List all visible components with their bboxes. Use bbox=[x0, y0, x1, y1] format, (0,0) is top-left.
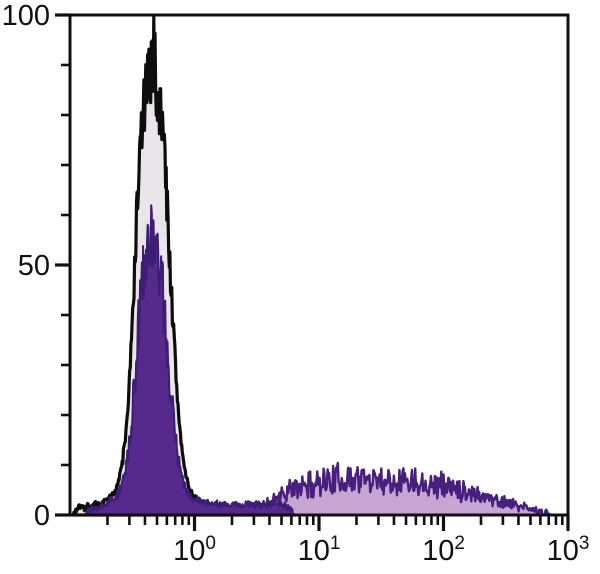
y-tick-label: 50 bbox=[18, 250, 50, 282]
x-tick-label: 102 bbox=[422, 533, 465, 567]
series-layer bbox=[71, 15, 552, 517]
stained-positive-population bbox=[249, 461, 552, 517]
x-tick-label: 100 bbox=[173, 533, 216, 567]
label-layer: 100 50 0 100 101 102 103 bbox=[2, 0, 590, 567]
isotype-control-histogram bbox=[71, 15, 298, 517]
y-tick-label: 0 bbox=[34, 500, 50, 532]
y-tick-label: 100 bbox=[2, 0, 50, 32]
axis-layer bbox=[55, 13, 570, 531]
x-tick-label: 103 bbox=[547, 533, 590, 567]
stained-negative-population bbox=[83, 204, 295, 516]
x-tick-label: 101 bbox=[298, 533, 341, 567]
